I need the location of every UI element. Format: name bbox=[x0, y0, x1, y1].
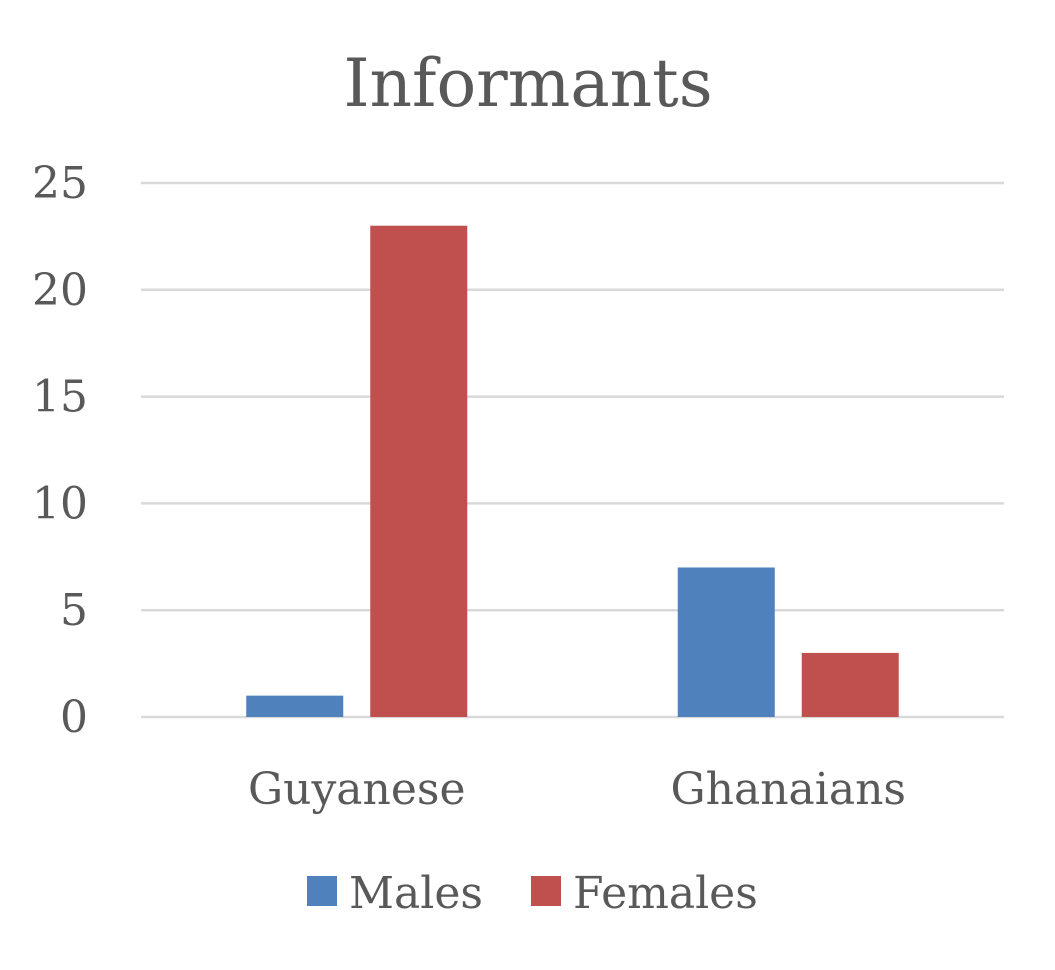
chart-title: Informants bbox=[343, 45, 712, 122]
legend-swatch-males bbox=[307, 876, 337, 906]
y-tick-label-25: 25 bbox=[32, 158, 88, 209]
gridlines bbox=[141, 181, 1004, 719]
y-tick-label-5: 5 bbox=[60, 585, 88, 636]
bar-guyanese-females bbox=[370, 225, 468, 717]
x-category-label-guyanese: Guyanese bbox=[248, 764, 466, 815]
x-category-label-ghanaians: Ghanaians bbox=[670, 764, 906, 815]
bar-ghanaians-females bbox=[801, 652, 899, 717]
x-axis-category-labels: Guyanese Ghanaians bbox=[248, 764, 906, 815]
legend-swatch-females bbox=[530, 876, 561, 906]
bar-guyanese-males bbox=[246, 695, 344, 717]
y-tick-label-15: 15 bbox=[32, 372, 88, 423]
y-axis-tick-labels: 0 5 10 15 20 25 bbox=[32, 158, 88, 743]
legend: Males Females bbox=[307, 868, 758, 919]
legend-label-females: Females bbox=[573, 868, 758, 919]
legend-label-males: Males bbox=[349, 868, 483, 919]
bar-ghanaians-males bbox=[677, 567, 775, 717]
bars bbox=[246, 225, 899, 717]
y-tick-label-0: 0 bbox=[60, 692, 88, 743]
y-tick-label-10: 10 bbox=[32, 478, 88, 529]
y-tick-label-20: 20 bbox=[32, 265, 88, 316]
